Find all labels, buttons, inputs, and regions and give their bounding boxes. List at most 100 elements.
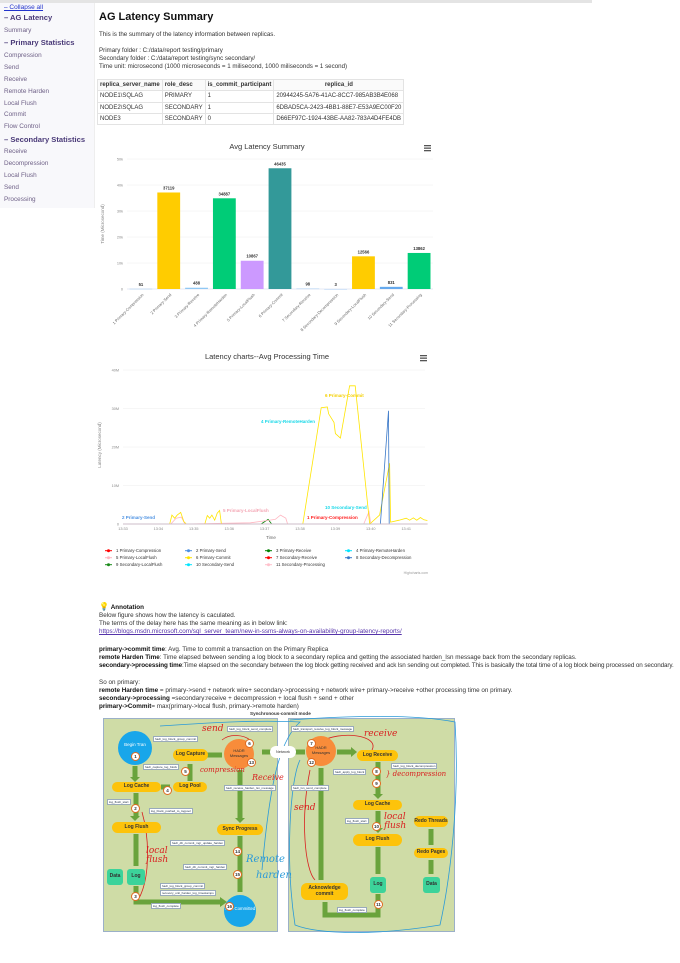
hook-label: log_block_pushed_to_logpool [149,808,193,814]
legend-item[interactable]: 7 Secondary-Receive [276,555,318,560]
bar [157,192,181,289]
sidebar-section-ag-latency[interactable]: – AG Latency [4,13,53,22]
legend-item[interactable]: 4 Primary-RemoteHarden [356,548,406,553]
sidebar-item-processing[interactable]: Processing [4,196,36,203]
handwritten-note: } decompression [386,770,447,778]
x-tick-label: 13:36 [224,527,234,531]
latency-reports-link[interactable]: https://blogs.msdn.microsoft.com/sql_ser… [99,628,402,635]
bar [268,168,292,289]
handwritten-note: Remote [246,854,285,865]
data-label: 488 [193,281,201,286]
series-annotation: 5 Primary-LocalFlush [223,508,269,513]
legend-item[interactable]: 5 Primary-LocalFlush [116,555,157,560]
legend-item[interactable]: 8 Secondary-Decompression [356,555,412,560]
x-tick-label: 13:35 [189,527,199,531]
definition-term: remote Harden Time [99,654,160,661]
y-tick-label: 40M [112,369,119,373]
legend-marker-dot [107,556,110,560]
log-store-secondary: Log [370,877,386,893]
hook-label: log_flush_complete [337,907,367,913]
formula-term: remote Harden time [99,687,159,694]
handwritten-note: harden [256,870,292,881]
sidebar-item-summary[interactable]: Summary [4,27,32,34]
log-capture-node: Log Capture [173,749,208,761]
sidebar-item-primary-send[interactable]: Send [4,64,19,71]
network-cloud: Network [270,746,296,758]
highcharts-credit[interactable]: Highcharts.com [404,571,428,575]
series-annotation: 4 Primary-RemoteHarden [261,419,315,424]
sidebar-item-secondary-receive[interactable]: Receive [4,148,28,155]
x-tick-label: 13:34 [154,527,164,531]
legend-item[interactable]: 11 Secondary-Processing [276,562,325,567]
legend-item[interactable]: 3 Primary-Receive [276,548,312,553]
y-tick-label: 0 [121,288,123,292]
sidebar-item-secondary-local-flush[interactable]: Local Flush [4,172,37,179]
hamburger-icon[interactable] [420,355,427,362]
legend-marker-dot [347,549,350,553]
annotation-line: The terms of the delay here has the same… [99,620,288,627]
definition: primary->commit time: Avg. Time to commi… [99,646,328,653]
series-annotation: 6 Primary-Commit [325,393,364,398]
annotation-heading: Annotation [110,604,144,611]
formula-text: = max(primary->local flush, primary->rem… [151,703,299,710]
time-unit: Time unit: microsecond (1000 microsecond… [99,63,348,70]
sidebar-section-secondary-statistics[interactable]: – Secondary Statistics [4,135,86,144]
step-number: 15 [233,870,242,879]
step-number: 4 [163,786,172,795]
legend-marker-dot [267,549,270,553]
definition: secondary->processing time:Time elapsed … [99,662,677,670]
page-title: AG Latency Summary [99,11,214,23]
sidebar-item-commit[interactable]: Commit [4,111,27,118]
sidebar-item-remote-harden[interactable]: Remote Harden [4,88,50,95]
collapse-all-link[interactable]: – Collapse all [4,4,44,11]
sidebar-item-flow-control[interactable]: Flow Control [4,123,40,130]
so-on-primary: So on primary: [99,679,140,686]
legend-item[interactable]: 1 Primary-Compression [116,548,162,553]
legend-item[interactable]: 10 Secondary-Send [196,562,235,567]
processing-time-line-chart: Latency charts--Avg Processing Time Laten… [97,352,428,575]
x-tick-label: 13:41 [401,527,411,531]
hook-label: hadr_capture_log_block [143,764,180,770]
chart-title: Latency charts--Avg Processing Time [205,352,329,361]
sidebar-item-secondary-send[interactable]: Send [4,184,19,191]
data-label: 10867 [246,254,258,259]
x-tick-label: 13:38 [295,527,305,531]
sidebar-section-primary-statistics[interactable]: – Primary Statistics [4,38,75,47]
sidebar-item-decompression[interactable]: Decompression [4,160,49,167]
y-axis-title: Time (Microsecond) [100,204,105,244]
hook-label: hadr_receive_harden_lsn_message [224,785,276,791]
definition-text: : Avg. Time to commit a transaction on t… [164,646,329,653]
legend-marker-dot [267,563,270,567]
data-label: 831 [388,280,396,285]
legend-item[interactable]: 6 Primary-Commit [196,555,231,560]
series-line [123,385,428,525]
hook-label: log_flush_complete [151,903,181,909]
data-store-primary: Data [107,869,123,885]
legend-item[interactable]: 9 Secondary-LocalFlush [116,562,163,567]
avg-latency-bar-chart: Avg Latency Summary Time (Microsecond) 0 10… [100,142,433,332]
step-number: 10 [372,822,381,831]
y-tick-label: 40k [117,184,123,188]
hamburger-icon[interactable] [424,145,431,152]
bar [240,260,264,289]
hook-label: hadr_db_commit_mgr_update_harden [170,840,226,846]
sidebar-item-primary-compression[interactable]: Compression [4,52,42,59]
y-tick-label: 10k [117,262,123,266]
sidebar-item-primary-receive[interactable]: Receive [4,76,28,83]
log-cache-node: Log Cache [112,782,161,792]
log-flush-secondary-node: Log Flush [353,834,402,846]
replica-table: replica_server_name role_desc is_commit_… [97,78,405,126]
legend-marker-dot [187,563,190,567]
step-number: 3 [131,892,140,901]
handwritten-note: local flush [384,812,407,831]
cell: SECONDARY [161,112,206,126]
hook-label: hadr_log_block_group_commit [153,736,199,742]
legend-marker-dot [107,549,110,553]
formula-term: primary->Commit [99,703,152,710]
chart-title: Avg Latency Summary [229,142,305,151]
hook-label: log_flush_start [107,799,131,805]
hook-label: hadr_transport_receive_log_block_message [291,726,355,732]
sidebar-item-primary-local-flush[interactable]: Local Flush [4,100,37,107]
data-label: 98 [305,282,310,287]
legend-item[interactable]: 2 Primary-Send [196,548,226,553]
